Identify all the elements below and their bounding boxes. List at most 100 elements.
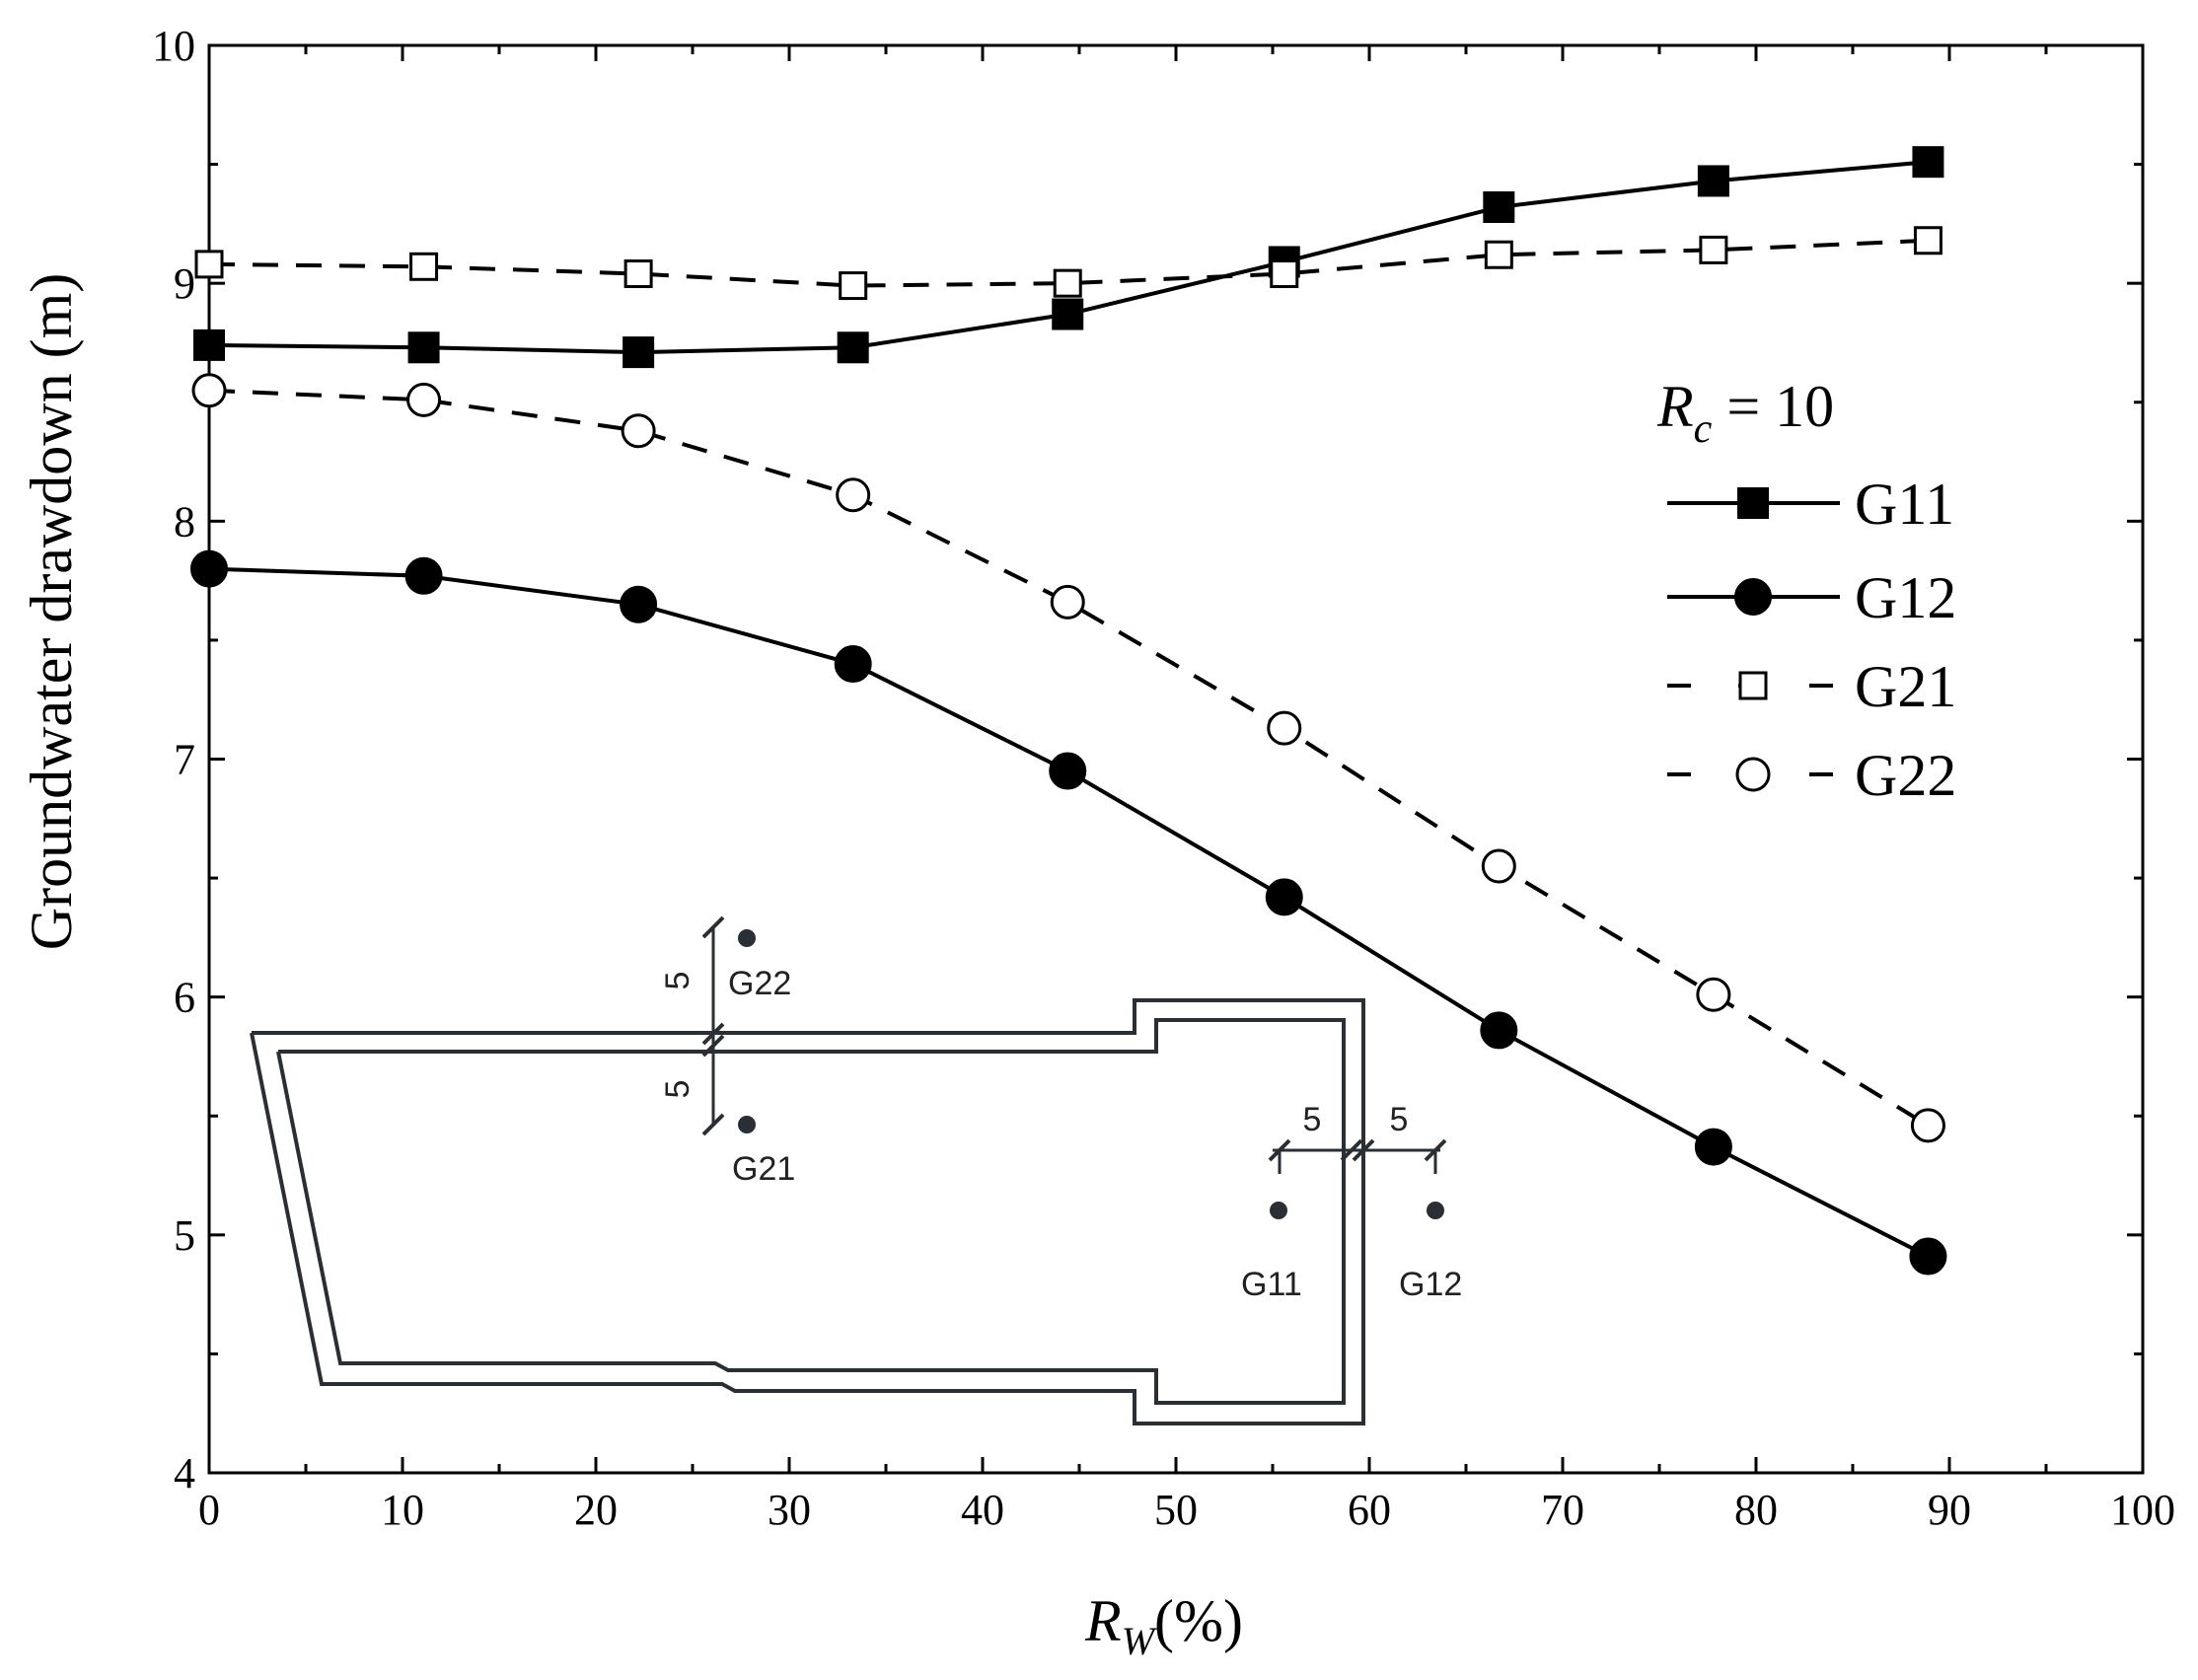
legend-marker-g11: [1737, 487, 1769, 519]
inset-dimension-label: 5: [659, 972, 696, 990]
y-tick-label: 7: [174, 736, 195, 784]
series-g21: [194, 226, 1942, 301]
y-tick-label: 8: [174, 497, 195, 546]
data-point-g12: [834, 645, 872, 684]
x-tick-label: 40: [961, 1486, 1004, 1534]
data-point-g12: [190, 549, 228, 588]
data-point-g22: [621, 413, 656, 449]
x-tick-label: 10: [381, 1486, 424, 1534]
axis-ticks: 0 10 20 30 40 50 60 70 80 90 100 4 5 6 7 8 9 10: [152, 22, 2175, 1534]
data-point-g12: [1694, 1128, 1732, 1166]
data-point-g11: [193, 329, 225, 361]
inset-label-g11: G11: [1241, 1266, 1302, 1303]
data-point-g11: [1483, 190, 1515, 223]
data-point-g22: [1267, 710, 1302, 746]
series-line-g12: [208, 566, 1930, 1259]
data-point-g21: [409, 252, 439, 281]
data-point-g21: [1270, 259, 1299, 289]
data-point-g21: [1913, 226, 1942, 256]
data-point-g22: [1050, 584, 1085, 620]
data-point-g11: [1697, 165, 1729, 197]
data-point-g12: [620, 585, 658, 623]
y-tick-label: 4: [174, 1449, 195, 1497]
inset-dim-tick: [1340, 1138, 1363, 1162]
data-point-g21: [839, 271, 868, 301]
data-point-g22: [191, 373, 227, 408]
inset-label-g21: G21: [732, 1150, 795, 1188]
plot-frame: [207, 43, 2145, 1475]
data-point-g22: [1910, 1108, 1945, 1143]
x-tick-label: 90: [1928, 1486, 1971, 1534]
inset-dimension-label: 5: [1303, 1101, 1322, 1138]
data-point-g22: [836, 477, 871, 513]
data-point-g21: [194, 250, 224, 279]
y-tick-label: 5: [174, 1211, 195, 1260]
data-point-g22: [1696, 977, 1731, 1012]
legend-label-g22: G22: [1855, 743, 1956, 808]
inset-well-g21: [738, 1116, 756, 1133]
x-tick-label: 80: [1734, 1486, 1778, 1534]
x-tick-label: 50: [1154, 1486, 1198, 1534]
x-axis-title-suffix: (%): [1154, 1588, 1243, 1653]
y-tick-label: 6: [174, 974, 195, 1022]
series-line-g22: [208, 388, 1930, 1128]
data-point-g11: [1052, 298, 1084, 330]
inset-well-g12: [1427, 1202, 1444, 1219]
data-point-g21: [1484, 240, 1513, 269]
data-point-g22: [1481, 848, 1516, 884]
legend-marker-g21: [1738, 671, 1768, 700]
legend-label-g11: G11: [1855, 472, 1954, 537]
inset-dim-tick: [701, 1022, 725, 1046]
legend-label-g21: G21: [1855, 654, 1956, 719]
inset-plan-diagram: G22 G21 G11 G12 5 5 5 5: [250, 915, 1462, 1425]
y-tick-label: 9: [174, 259, 195, 308]
data-point-g21: [623, 259, 653, 289]
inset-dimension-label: 5: [1390, 1101, 1409, 1138]
inset-inner-wall: [276, 1018, 1346, 1405]
data-point-g11: [407, 331, 440, 364]
inset-well-g11: [1270, 1202, 1287, 1219]
data-point-g11: [837, 331, 869, 364]
x-tick-label: 0: [198, 1486, 220, 1534]
y-axis-title: Groundwater drawdown (m): [19, 273, 84, 950]
inset-dim-tick: [701, 1034, 725, 1058]
inset-dim-tick: [1352, 1138, 1375, 1162]
data-series: [190, 146, 1947, 1276]
inset-dim-tick: [701, 915, 725, 939]
data-point-g11: [623, 336, 655, 369]
x-axis-title-main: R: [1084, 1588, 1122, 1653]
inset-outer-wall: [250, 998, 1365, 1425]
inset-dim-tick: [701, 1113, 725, 1136]
data-point-g21: [1699, 235, 1728, 264]
legend-label-g12: G12: [1855, 565, 1956, 630]
series-g11: [193, 146, 1944, 369]
data-point-g21: [1053, 268, 1082, 298]
x-tick-label: 70: [1541, 1486, 1584, 1534]
legend-marker-g22: [1735, 757, 1771, 792]
inset-label-g22: G22: [728, 965, 791, 1002]
data-point-g11: [1912, 146, 1944, 179]
inset-label-g12: G12: [1399, 1266, 1462, 1303]
plot-area: [207, 43, 2145, 1475]
inset-dimension-label: 5: [659, 1080, 696, 1099]
data-point-g12: [404, 556, 443, 595]
x-tick-label: 30: [768, 1486, 811, 1534]
series-g12: [190, 549, 1947, 1276]
x-tick-label: 60: [1348, 1486, 1391, 1534]
data-point-g12: [1480, 1011, 1518, 1050]
legend-marker-g12: [1734, 578, 1772, 616]
data-point-g12: [1265, 878, 1303, 916]
data-point-g22: [406, 382, 442, 417]
series-line-g21: [208, 238, 1929, 288]
x-axis-title-sub: W: [1122, 1619, 1158, 1663]
inset-well-g22: [738, 929, 756, 947]
series-g22: [191, 373, 1945, 1143]
x-axis-title: RW(%): [1084, 1588, 1243, 1663]
legend-title: Rc = 10: [1656, 374, 1834, 452]
x-tick-label: 100: [2110, 1486, 2175, 1534]
x-tick-label: 20: [574, 1486, 618, 1534]
data-point-g12: [1909, 1237, 1947, 1276]
data-point-g12: [1049, 752, 1087, 790]
legend: Rc = 10 G11 G12 G21 G22: [1656, 374, 1956, 808]
